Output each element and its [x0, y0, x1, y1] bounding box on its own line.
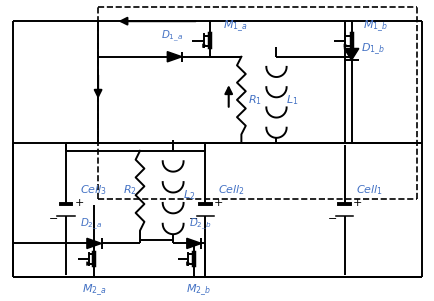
Text: $+$: $+$: [352, 197, 362, 209]
Text: $D_{1\_a}$: $D_{1\_a}$: [160, 29, 182, 44]
Text: $R_1$: $R_1$: [248, 93, 262, 107]
Text: $M_{1\_b}$: $M_{1\_b}$: [362, 18, 387, 34]
Text: $M_{2\_a}$: $M_{2\_a}$: [82, 282, 106, 298]
Polygon shape: [87, 238, 101, 249]
Text: $+$: $+$: [212, 197, 223, 209]
Text: $D_{2\_a}$: $D_{2\_a}$: [79, 216, 102, 232]
Text: $L_1$: $L_1$: [286, 93, 298, 107]
Polygon shape: [343, 48, 358, 60]
Text: $M_{1\_a}$: $M_{1\_a}$: [222, 18, 247, 34]
Text: $-$: $-$: [326, 212, 336, 222]
Text: $-$: $-$: [187, 212, 197, 222]
Text: $Cell_2$: $Cell_2$: [217, 183, 244, 197]
Polygon shape: [167, 52, 181, 62]
Polygon shape: [186, 238, 201, 249]
Text: $-$: $-$: [48, 212, 58, 222]
Text: $R_2$: $R_2$: [123, 183, 137, 197]
Text: $L_2$: $L_2$: [182, 188, 195, 202]
Text: $Cell_3$: $Cell_3$: [79, 183, 106, 197]
Text: $+$: $+$: [73, 197, 83, 209]
Text: $D_{2\_b}$: $D_{2\_b}$: [189, 216, 211, 232]
Text: $Cell_1$: $Cell_1$: [355, 183, 382, 197]
Text: $D_{1\_b}$: $D_{1\_b}$: [361, 42, 385, 57]
Text: $M_{2\_b}$: $M_{2\_b}$: [186, 282, 211, 298]
